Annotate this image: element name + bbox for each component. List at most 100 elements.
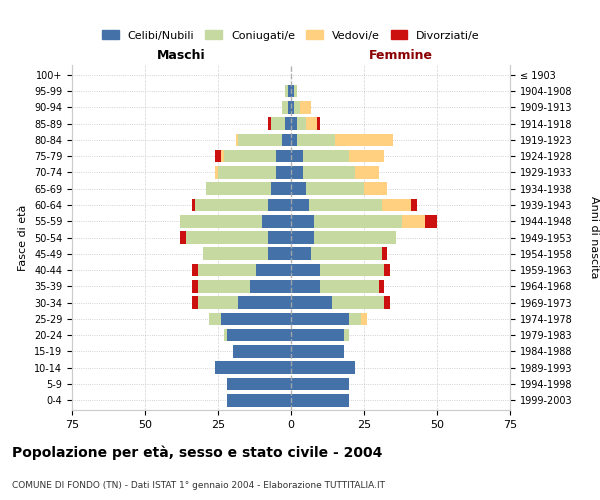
Bar [311,248,382,260]
Bar [197,296,238,309]
Bar [224,329,227,342]
Bar [291,117,297,130]
Bar [349,150,385,162]
Bar [238,134,282,146]
Bar [291,231,314,244]
Bar [268,198,291,211]
Bar [385,264,390,276]
Bar [218,166,277,179]
Bar [344,329,349,342]
Bar [302,166,355,179]
Bar [291,166,302,179]
Bar [291,345,344,358]
Bar [291,329,344,342]
Legend: Celibi/Nubili, Coniugati/e, Vedovi/e, Divorziati/e: Celibi/Nubili, Coniugati/e, Vedovi/e, Di… [98,26,484,45]
Bar [233,345,291,358]
Bar [385,296,390,309]
Bar [277,166,291,179]
Bar [361,312,367,325]
Bar [221,312,291,325]
Bar [271,117,285,130]
Text: Femmine: Femmine [368,48,433,62]
Bar [291,362,355,374]
Bar [224,150,277,162]
Bar [291,296,332,309]
Bar [355,166,379,179]
Bar [291,264,320,276]
Text: Popolazione per età, sesso e stato civile - 2004: Popolazione per età, sesso e stato civil… [12,445,382,460]
Text: Maschi: Maschi [157,48,206,62]
Bar [285,117,291,130]
Bar [425,215,437,228]
Bar [282,101,288,114]
Bar [291,101,294,114]
Bar [305,182,364,195]
Bar [317,117,320,130]
Bar [197,280,250,292]
Bar [320,280,379,292]
Bar [192,296,197,309]
Bar [382,248,388,260]
Bar [277,150,291,162]
Bar [294,84,297,98]
Bar [288,101,291,114]
Bar [314,231,396,244]
Bar [206,182,271,195]
Bar [227,378,291,390]
Bar [291,134,297,146]
Text: COMUNE DI FONDO (TN) - Dati ISTAT 1° gennaio 2004 - Elaborazione TUTTITALIA.IT: COMUNE DI FONDO (TN) - Dati ISTAT 1° gen… [12,480,385,490]
Bar [215,166,218,179]
Bar [282,134,291,146]
Bar [305,117,317,130]
Bar [209,312,221,325]
Bar [332,296,385,309]
Bar [203,248,268,260]
Bar [268,117,271,130]
Bar [291,215,314,228]
Bar [297,134,335,146]
Bar [194,198,268,211]
Bar [256,264,291,276]
Bar [308,198,382,211]
Bar [285,84,288,98]
Bar [291,198,308,211]
Bar [221,150,224,162]
Bar [288,84,291,98]
Bar [197,264,256,276]
Bar [192,280,197,292]
Bar [302,150,349,162]
Bar [349,312,361,325]
Bar [186,231,268,244]
Bar [215,362,291,374]
Bar [192,198,194,211]
Bar [320,264,385,276]
Bar [300,101,311,114]
Bar [215,150,221,162]
Bar [364,182,388,195]
Bar [291,280,320,292]
Bar [250,280,291,292]
Bar [262,215,291,228]
Bar [271,182,291,195]
Bar [335,134,393,146]
Bar [268,231,291,244]
Bar [382,198,411,211]
Bar [297,117,305,130]
Bar [291,248,311,260]
Y-axis label: Fasce di età: Fasce di età [19,204,28,270]
Bar [291,84,294,98]
Bar [227,394,291,406]
Bar [180,231,186,244]
Bar [402,215,425,228]
Bar [411,198,416,211]
Bar [291,312,349,325]
Bar [236,134,238,146]
Bar [294,101,300,114]
Bar [291,378,349,390]
Bar [192,264,197,276]
Bar [291,182,305,195]
Bar [314,215,402,228]
Bar [291,394,349,406]
Bar [180,215,262,228]
Bar [291,150,302,162]
